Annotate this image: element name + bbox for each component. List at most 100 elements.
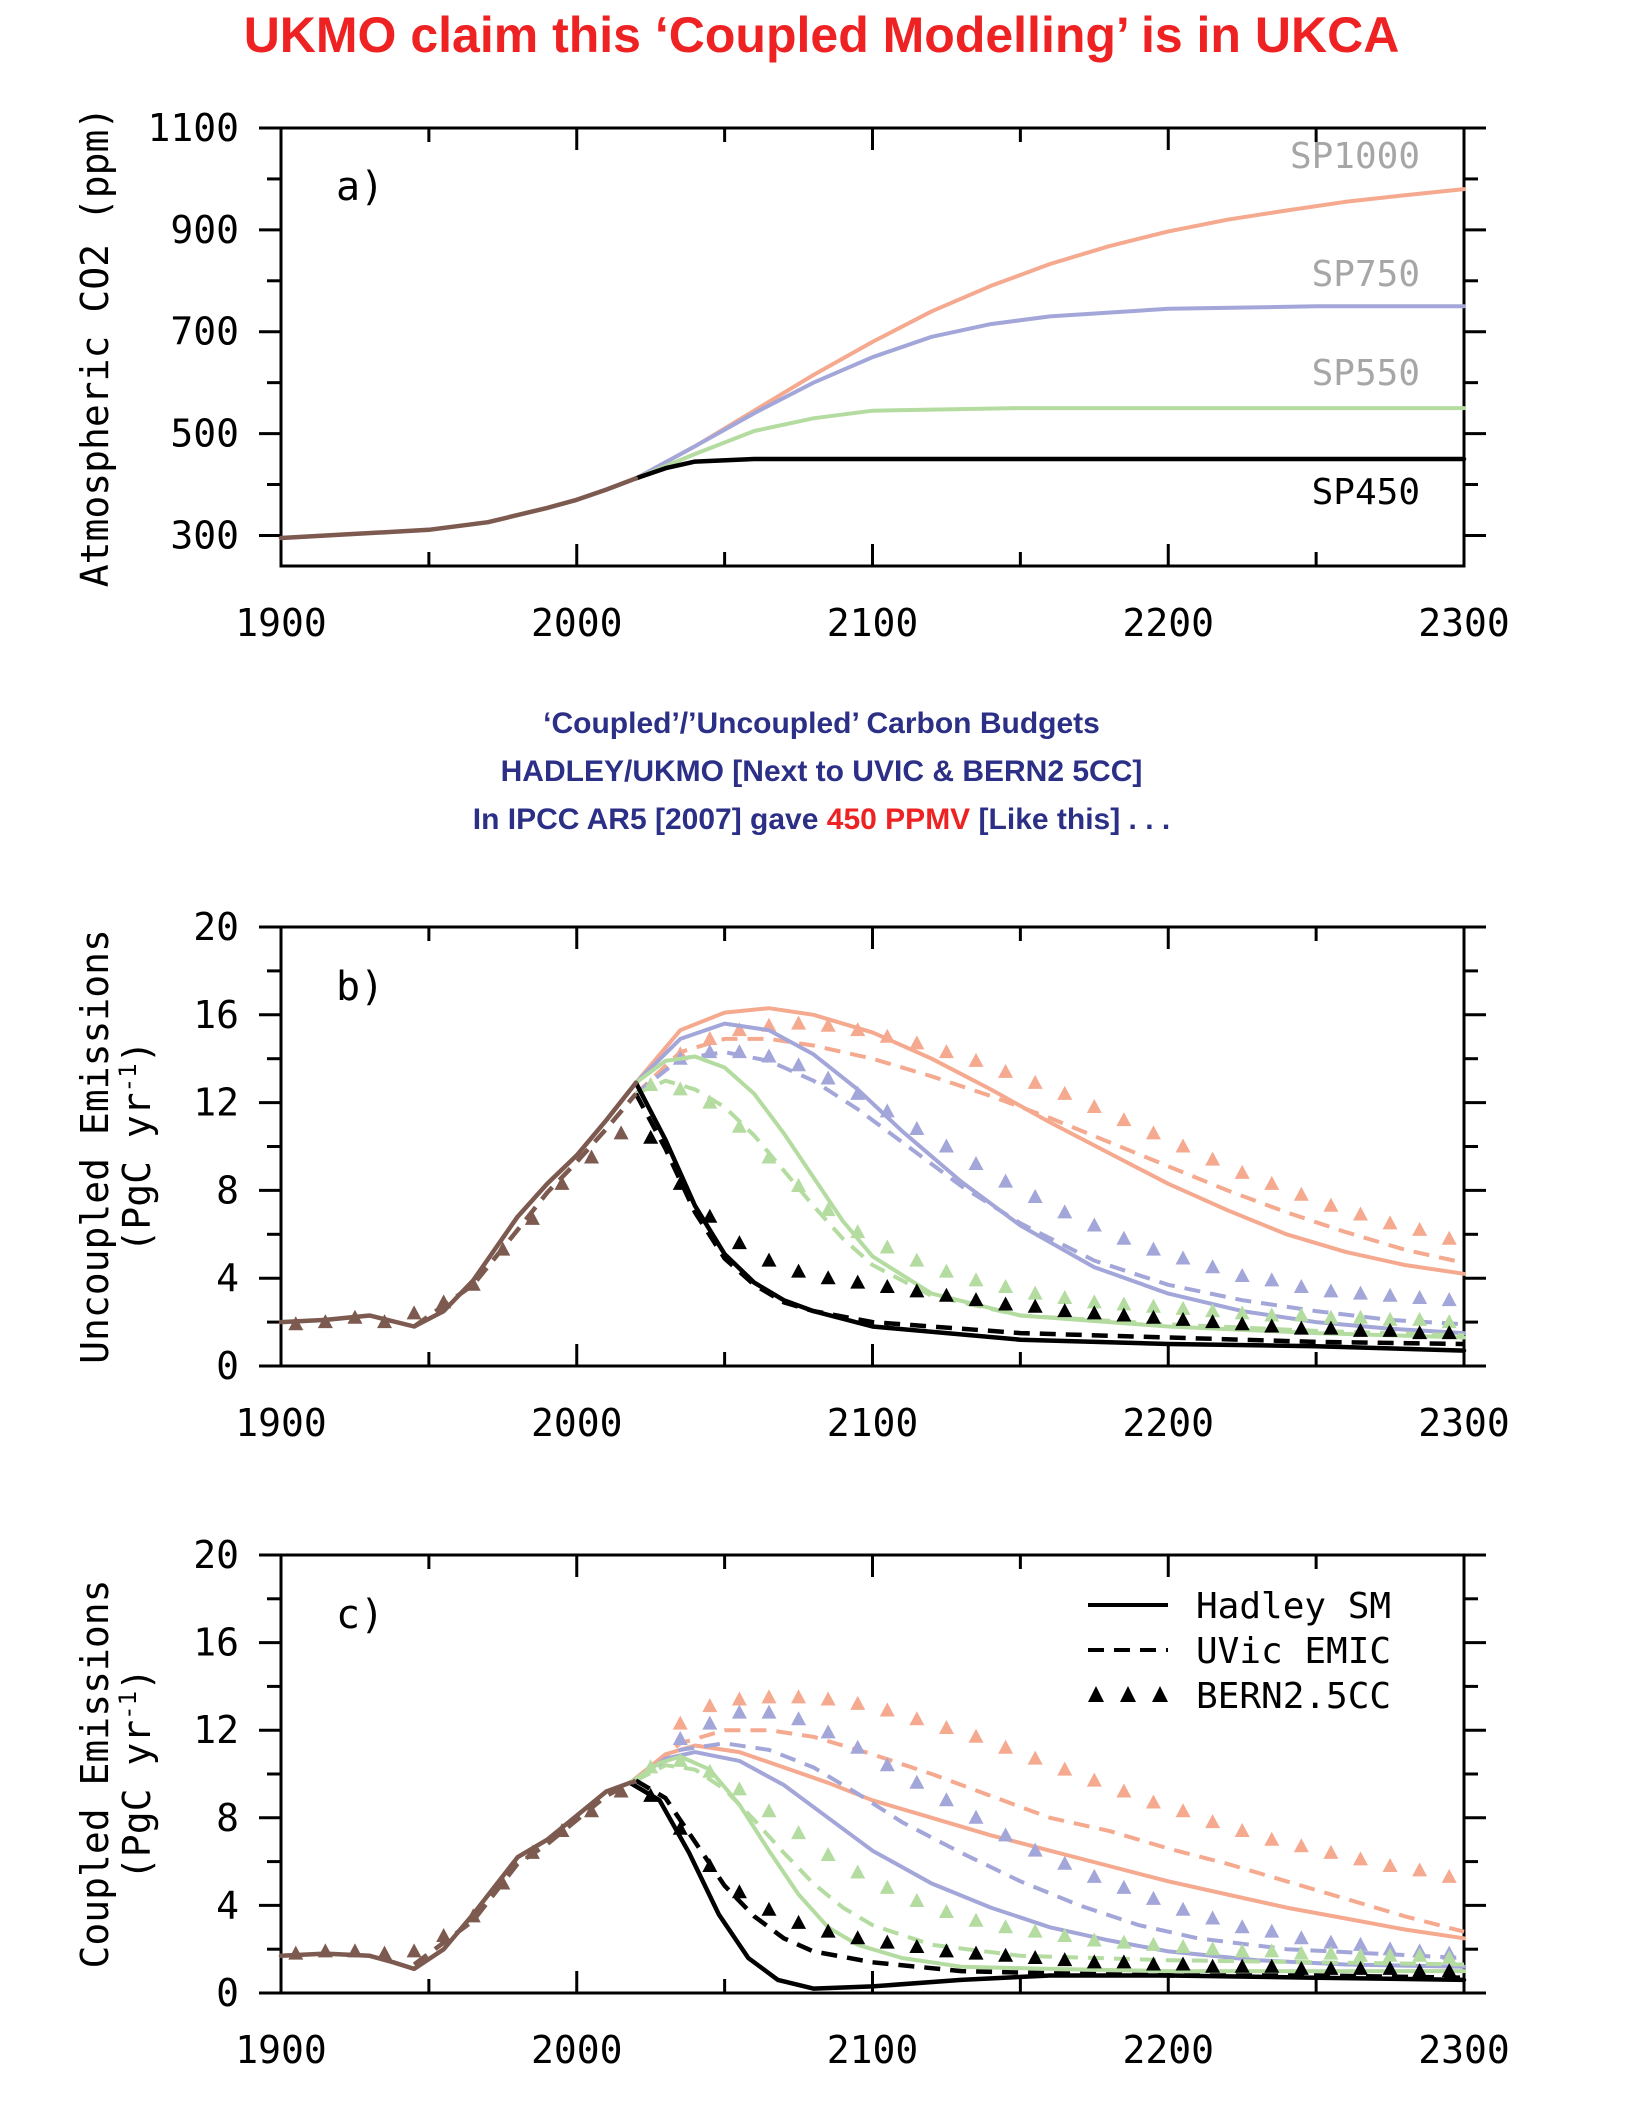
series-sp1000-hadley-sm xyxy=(633,1006,1466,1276)
data-point-triangle xyxy=(1027,1074,1043,1089)
legend-swatch-triangle xyxy=(1152,1686,1168,1702)
data-point-triangle xyxy=(761,1048,777,1063)
data-point-triangle xyxy=(938,1044,954,1059)
data-point-triangle xyxy=(1175,1803,1191,1818)
data-point-triangle xyxy=(1057,1952,1073,1967)
plot-frame xyxy=(279,126,1466,568)
y-tick-label: 0 xyxy=(216,1344,239,1388)
data-point-triangle xyxy=(1441,1292,1457,1307)
data-point-triangle xyxy=(1116,1296,1132,1311)
data-point-triangle xyxy=(465,1908,481,1923)
data-point-triangle xyxy=(1264,1175,1280,1190)
series-historical-uvic-emic xyxy=(412,1092,638,1329)
data-point-triangle xyxy=(938,1720,954,1735)
data-point-triangle xyxy=(968,1272,984,1287)
data-point-triangle xyxy=(1382,1287,1398,1302)
data-point-triangle xyxy=(938,1943,954,1958)
y-tick-label: 1100 xyxy=(147,106,239,150)
data-point-triangle xyxy=(909,1711,925,1726)
scenario-label-sp550: SP550 xyxy=(1312,353,1420,394)
data-point-triangle xyxy=(791,1914,807,1929)
y-tick-label: 4 xyxy=(216,1883,239,1927)
scenario-label-sp450: SP450 xyxy=(1312,472,1420,513)
data-point-triangle xyxy=(998,1173,1014,1188)
data-point-triangle xyxy=(850,1864,866,1879)
data-point-triangle xyxy=(1057,1204,1073,1219)
data-point-triangle xyxy=(761,1149,777,1164)
data-point-triangle xyxy=(761,1689,777,1704)
series-historical-hadley-sm xyxy=(278,476,639,541)
data-point-triangle xyxy=(317,1943,333,1958)
data-point-triangle xyxy=(1175,1138,1191,1153)
data-point-triangle xyxy=(1116,1879,1132,1894)
data-point-triangle xyxy=(1323,1960,1339,1975)
data-point-triangle xyxy=(791,1711,807,1726)
panel-b: 1900 2000 2100 2200 2300 0 4 8 12 16 20 Uncoupled E… xyxy=(73,905,1510,1445)
caption-block: ‘Coupled’/’Uncoupled’ Carbon Budgets HAD… xyxy=(0,700,1643,844)
series-sp550-bern2-5cc xyxy=(643,1077,1457,1329)
data-point-triangle xyxy=(1205,1259,1221,1274)
data-point-triangle xyxy=(1086,1772,1102,1787)
data-point-triangle xyxy=(1441,1868,1457,1883)
series-sp750-uvic-emic xyxy=(634,1050,1465,1327)
data-point-triangle xyxy=(909,1283,925,1298)
x-tick-label: 2200 xyxy=(1122,601,1214,645)
y-tick-label: 700 xyxy=(170,310,239,354)
data-point-triangle xyxy=(1412,1289,1428,1304)
data-point-triangle xyxy=(938,1792,954,1807)
x-tick-label: 2000 xyxy=(531,1401,623,1445)
data-point-triangle xyxy=(791,1689,807,1704)
data-point-triangle xyxy=(672,1752,688,1767)
series-sp1000-bern2-5cc xyxy=(672,1689,1457,1883)
data-point-triangle xyxy=(1382,1960,1398,1975)
x-tick-label: 2300 xyxy=(1418,601,1510,645)
series-sp550-hadley-sm xyxy=(633,1054,1466,1340)
data-point-triangle xyxy=(672,1175,688,1190)
data-point-triangle xyxy=(495,1875,511,1890)
data-point-triangle xyxy=(820,1923,836,1938)
series-sp750-hadley-sm xyxy=(633,1021,1466,1336)
data-point-triangle xyxy=(1234,1164,1250,1179)
data-point-triangle xyxy=(672,1715,688,1730)
data-point-triangle xyxy=(613,1125,629,1140)
data-point-triangle xyxy=(1441,1963,1457,1978)
series-sp450-bern2-5cc xyxy=(643,1129,1457,1340)
data-point-triangle xyxy=(791,1015,807,1030)
data-point-triangle xyxy=(731,1022,747,1037)
caption-line-3: In IPCC AR5 [2007] gave 450 PPMV [Like t… xyxy=(0,796,1643,844)
data-point-triangle xyxy=(524,1210,540,1225)
y-tick-label: 16 xyxy=(193,993,239,1037)
data-point-triangle xyxy=(702,1698,718,1713)
data-point-triangle xyxy=(850,1739,866,1754)
x-tick-label: 2100 xyxy=(827,601,919,645)
legend-swatch-triangle xyxy=(1120,1686,1136,1702)
data-point-triangle xyxy=(1352,1947,1368,1962)
data-point-triangle xyxy=(1412,1862,1428,1877)
data-point-triangle xyxy=(1086,1098,1102,1113)
data-point-triangle xyxy=(1057,1761,1073,1776)
data-point-triangle xyxy=(1116,1934,1132,1949)
data-point-triangle xyxy=(1234,1822,1250,1837)
data-point-triangle xyxy=(1145,1936,1161,1951)
x-tick-label: 2200 xyxy=(1122,1401,1214,1445)
data-point-triangle xyxy=(998,1296,1014,1311)
data-point-triangle xyxy=(968,1809,984,1824)
data-point-triangle xyxy=(1175,1956,1191,1971)
data-point-triangle xyxy=(1116,1783,1132,1798)
data-point-triangle xyxy=(820,1017,836,1032)
data-point-triangle xyxy=(938,1903,954,1918)
data-point-triangle xyxy=(1323,1320,1339,1335)
data-point-triangle xyxy=(1293,1945,1309,1960)
series-historical-hadley-sm xyxy=(278,1080,639,1329)
series-sp1000-hadley-sm xyxy=(633,187,1466,481)
data-point-triangle xyxy=(1027,1842,1043,1857)
data-point-triangle xyxy=(702,1094,718,1109)
data-point-triangle xyxy=(731,1781,747,1796)
series-sp550-hadley-sm xyxy=(633,406,1466,481)
data-point-triangle xyxy=(1323,1197,1339,1212)
data-point-triangle xyxy=(1205,1941,1221,1956)
series-sp750-bern2-5cc xyxy=(672,1044,1457,1307)
data-point-triangle xyxy=(850,1274,866,1289)
data-point-triangle xyxy=(1205,1814,1221,1829)
